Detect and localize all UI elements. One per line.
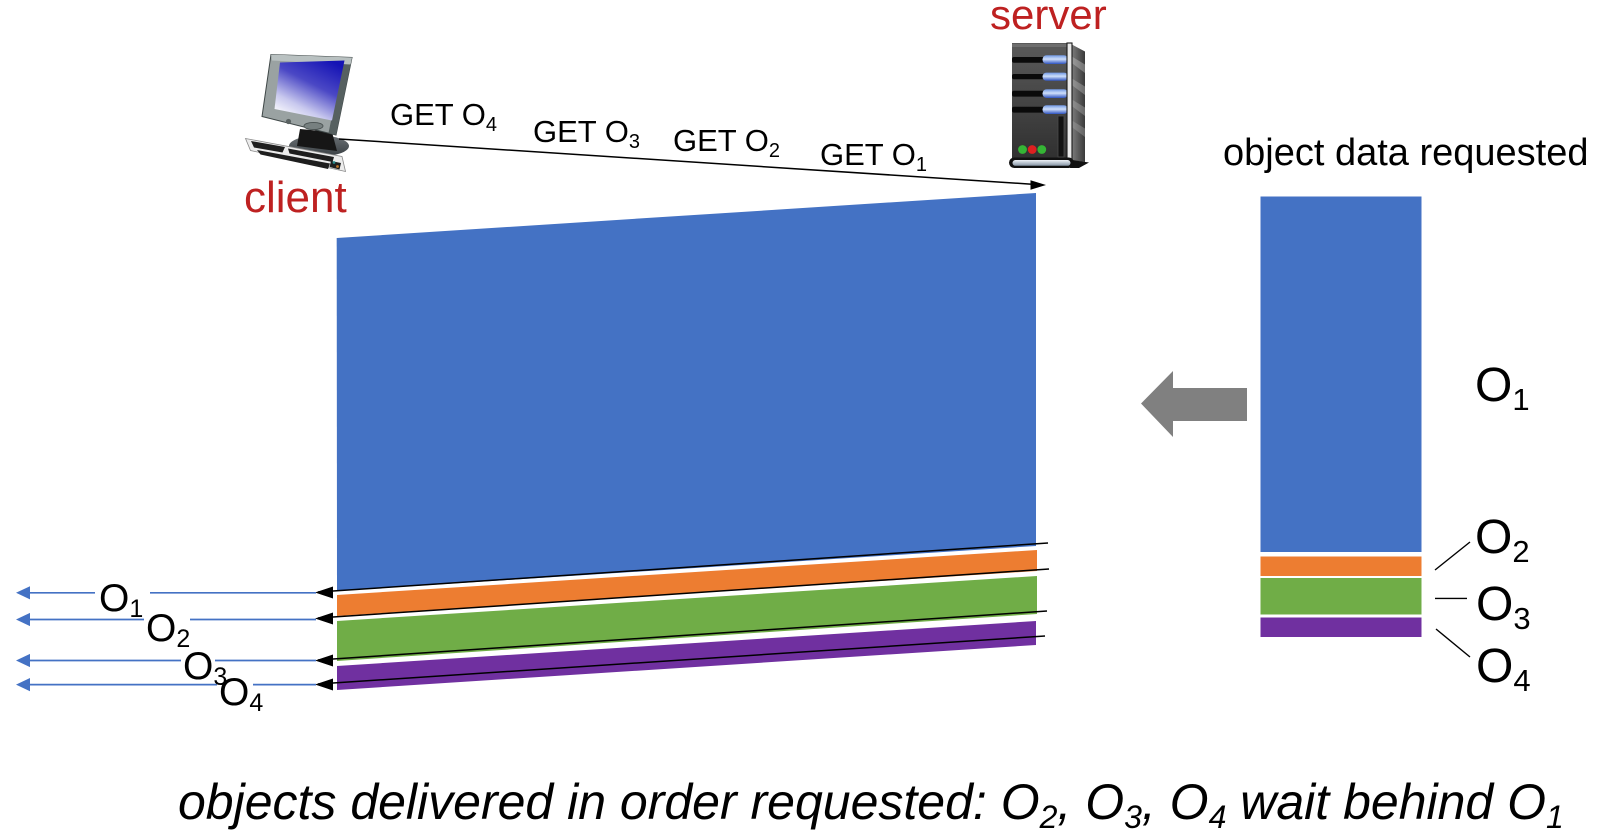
- svg-text:O3: O3: [1476, 578, 1531, 636]
- svg-text:objects delivered in order req: objects delivered in order requested: O2…: [178, 774, 1564, 834]
- svg-text:server: server: [990, 0, 1107, 38]
- svg-text:O1: O1: [1475, 359, 1530, 417]
- svg-text:GET O2: GET O2: [673, 123, 780, 162]
- svg-text:O4: O4: [219, 671, 263, 717]
- svg-text:O4: O4: [1476, 640, 1531, 698]
- svg-text:O2: O2: [1475, 511, 1530, 569]
- svg-text:client: client: [244, 173, 347, 222]
- svg-text:GET O4: GET O4: [390, 97, 497, 136]
- svg-text:O1: O1: [99, 577, 143, 623]
- svg-text:GET O3: GET O3: [533, 114, 640, 153]
- svg-text:O3: O3: [183, 645, 227, 691]
- svg-text:GET O1: GET O1: [820, 137, 927, 176]
- svg-text:O2: O2: [146, 607, 190, 653]
- svg-text:object data requested: object data requested: [1223, 132, 1589, 174]
